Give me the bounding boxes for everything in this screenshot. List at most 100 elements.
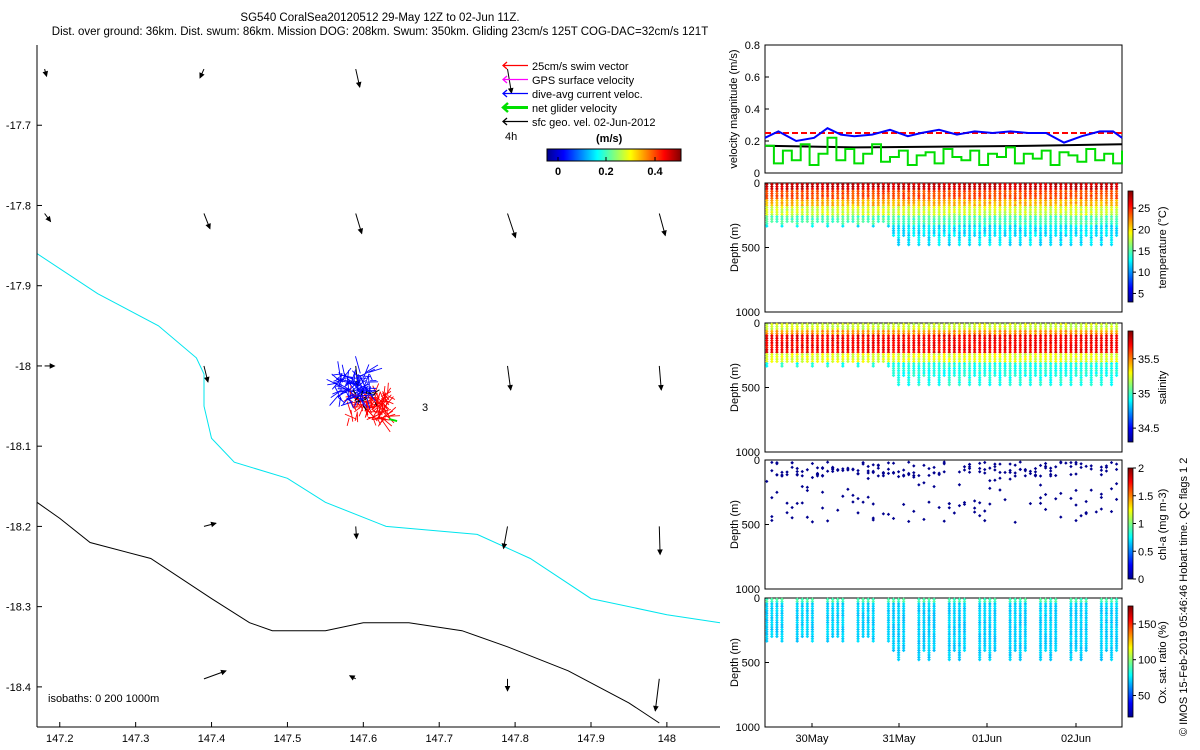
- map-y-tick-label: -17.9: [6, 281, 31, 293]
- sfc-vector: [348, 675, 356, 681]
- title-line-1: SG540 CoralSea20120512 29-May 12Z to 02-…: [240, 12, 520, 24]
- velocity-panel: 0 0.2 0.4 0.6 0.8 velocity magnitude (m/s): [728, 40, 1123, 180]
- depth-tick-label: 500: [742, 383, 760, 395]
- map-panel: 3 147.2 147.3 147.4 147.5 147.6 147.7 147.8 147…: [6, 45, 721, 745]
- colorbar-tick-label: 0: [1138, 574, 1144, 586]
- dive-avg-current-vectors: [326, 356, 383, 409]
- depth-tick-label: 1000: [736, 447, 760, 459]
- colorbar-tick-label: 2: [1138, 463, 1144, 475]
- colorbar-tick-label: 35.5: [1138, 354, 1159, 366]
- velocity-series-geostrophic: [764, 143, 1123, 149]
- sfc-vector: [203, 521, 217, 528]
- legend-net: net glider velocity: [532, 103, 617, 115]
- map-y-tick-label: -18: [15, 361, 31, 373]
- salinity-colorbar-label: salinity: [1157, 370, 1169, 404]
- chl-a-colorbar-label: chl-a (mg m-3): [1157, 489, 1169, 561]
- chl-a-colorbar: [1127, 467, 1134, 580]
- isobath-label: isobaths: 0 200 1000m: [48, 693, 159, 705]
- colorbar-tick-label: 1: [1138, 519, 1144, 531]
- sfc-vector: [355, 213, 364, 235]
- sfc-vector: [658, 213, 667, 237]
- depth-axis-label: Depth (m): [729, 500, 741, 549]
- depth-tick-label: 0: [754, 318, 760, 330]
- colorbar-tick-label: 150: [1138, 619, 1156, 631]
- colorbar-tick-label: 20: [1138, 224, 1150, 236]
- sfc-vector: [507, 365, 513, 391]
- depth-tick-label: 500: [742, 658, 760, 670]
- colorbar-tick-1: 0.2: [598, 166, 613, 178]
- depth-tick-label: 500: [742, 243, 760, 255]
- map-x-tick-label: 147.3: [122, 733, 150, 745]
- depth-panel-oxygen: 0 500 1000 Depth (m) 50 100 150 Ox. sat. ratio …: [729, 593, 1169, 734]
- sfc-vector: [203, 669, 227, 680]
- map-y-tick-label: -18.4: [6, 682, 31, 694]
- map-y-tick-label: -18.2: [6, 521, 31, 533]
- map-y-tick-label: -17.8: [6, 200, 31, 212]
- figure-title: SG540 CoralSea20120512 29-May 12Z to 02-…: [0, 11, 760, 39]
- depth-axis-label: Depth (m): [729, 638, 741, 687]
- isobath-200m: [36, 253, 721, 624]
- colorbar-tick-label: 1.5: [1138, 491, 1153, 503]
- sfc-vector: [504, 678, 511, 692]
- colorbar-tick-label: 15: [1138, 246, 1150, 258]
- velocity-y-tick-label: 0.2: [745, 136, 760, 148]
- legend-sfc: sfc geo. vel. 02-Jun-2012: [532, 117, 656, 129]
- oxygen-colorbar: [1127, 605, 1134, 718]
- surface-velocity-vectors: [42, 68, 667, 712]
- colorbar-tick-label: 5: [1138, 288, 1144, 300]
- sfc-vector: [44, 213, 52, 223]
- velocity-series-dive-avg: [764, 127, 1123, 144]
- time-tick-label: 30May: [795, 733, 829, 745]
- glider-track: [326, 356, 400, 433]
- colorbar-tick-0: 0: [555, 166, 561, 178]
- time-axis: 30May 31May 01Jun 02Jun: [795, 723, 1091, 745]
- sfc-vector: [653, 678, 660, 712]
- net-glider-vector: [388, 418, 398, 423]
- colorbar-tick-label: 50: [1138, 691, 1150, 703]
- colorbar-tick-label: 100: [1138, 655, 1156, 667]
- map-y-tick-label: -17.7: [6, 120, 31, 132]
- isobath-1000m: [36, 501, 660, 724]
- track-geo-vectors: [352, 389, 380, 411]
- salinity-profile-points: [764, 322, 1119, 387]
- velocity-series-net: [765, 136, 1123, 166]
- sfc-vector: [353, 526, 360, 540]
- map-y-tick-label: -18.1: [6, 441, 31, 453]
- colorbar-tick-label: 25: [1138, 203, 1150, 215]
- map-x-tick-label: 148: [658, 733, 676, 745]
- temperature-colorbar-label: temperature (°C): [1157, 206, 1169, 288]
- depth-tick-label: 500: [742, 520, 760, 532]
- velocity-y-tick-label: 0.6: [745, 72, 760, 84]
- chl-a-profile-points: [765, 460, 1119, 524]
- sfc-vector: [657, 526, 663, 556]
- depth-panel-salinity: 0 500 1000 Depth (m) 34.5 35 35.5 salinity: [729, 318, 1169, 459]
- track-start-label: 3: [422, 402, 428, 414]
- depth-tick-label: 0: [754, 455, 760, 467]
- sfc-vector: [44, 363, 56, 369]
- velocity-y-tick-label: 0.4: [745, 104, 760, 116]
- sfc-vector: [658, 365, 664, 391]
- sfc-vector: [203, 213, 211, 230]
- salinity-colorbar: [1127, 330, 1134, 443]
- speed-colorbar: [546, 148, 682, 162]
- isobaths: [36, 253, 721, 724]
- depth-tick-label: 1000: [736, 307, 760, 319]
- velocity-ylabel: velocity magnitude (m/s): [728, 49, 740, 168]
- depth-tick-label: 0: [754, 178, 760, 190]
- sfc-vector: [203, 365, 210, 383]
- map-legend: 25cm/s swim vector GPS surface velocity …: [501, 61, 682, 178]
- colorbar-tick-label: 35: [1138, 388, 1150, 400]
- legend-time: 4h: [505, 131, 517, 143]
- map-x-tick-label: 147.8: [501, 733, 529, 745]
- colorbar-tick-label: 34.5: [1138, 423, 1159, 435]
- velocity-lines: [764, 127, 1123, 166]
- map-x-tick-label: 147.9: [577, 733, 605, 745]
- legend-gps: GPS surface velocity: [532, 75, 635, 87]
- map-x-tick-label: 147.7: [425, 733, 453, 745]
- colorbar-tick-2: 0.4: [647, 166, 663, 178]
- velocity-y-tick-label: 0: [754, 168, 760, 180]
- sfc-vector: [507, 213, 517, 239]
- depth-axis-label: Depth (m): [729, 223, 741, 272]
